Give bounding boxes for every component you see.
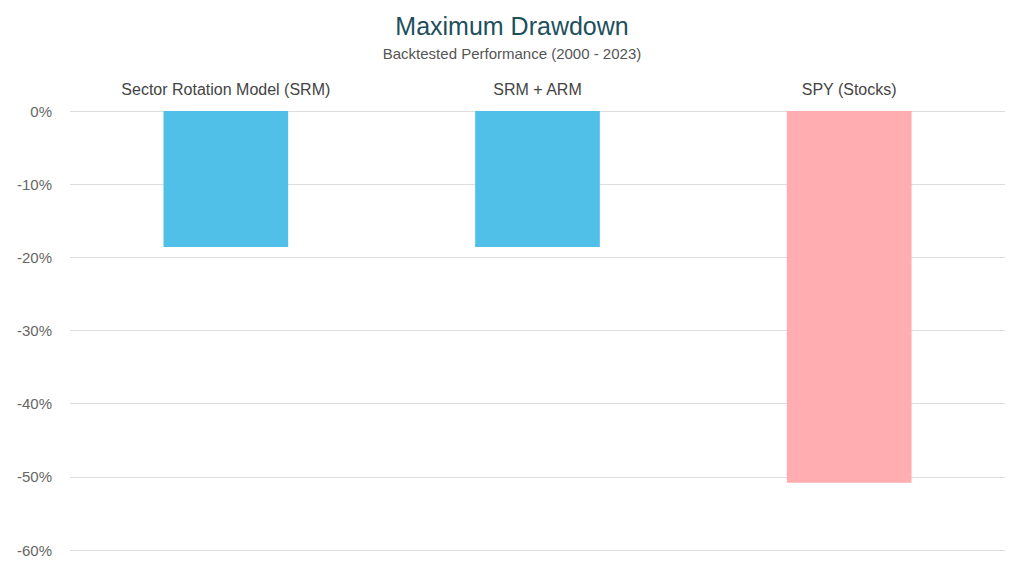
svg-text:SPY (Stocks): SPY (Stocks) xyxy=(802,81,897,98)
svg-text:-50%: -50% xyxy=(17,468,52,485)
svg-text:-10%: -10% xyxy=(17,176,52,193)
svg-text:Sector Rotation Model (SRM): Sector Rotation Model (SRM) xyxy=(121,81,330,98)
svg-text:-30%: -30% xyxy=(17,322,52,339)
svg-text:0%: 0% xyxy=(30,103,52,120)
svg-text:-20%: -20% xyxy=(17,249,52,266)
svg-text:SRM + ARM: SRM + ARM xyxy=(493,81,581,98)
svg-text:-60%: -60% xyxy=(17,542,52,559)
svg-text:Backtested Performance (2000 -: Backtested Performance (2000 - 2023) xyxy=(383,45,641,62)
svg-text:Maximum Drawdown: Maximum Drawdown xyxy=(395,12,628,40)
svg-text:-40%: -40% xyxy=(17,395,52,412)
